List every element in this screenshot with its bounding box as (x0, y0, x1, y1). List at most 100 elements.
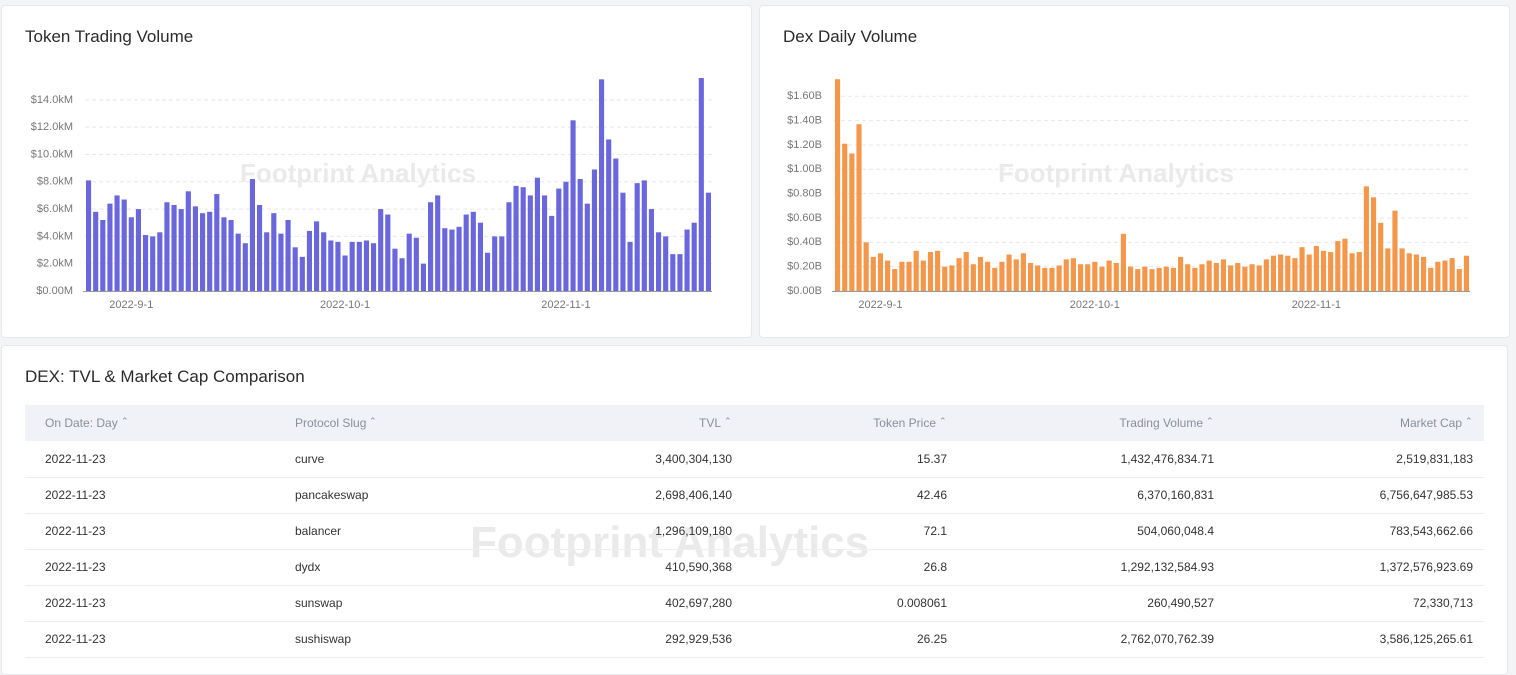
bar (249, 179, 256, 291)
bar (527, 195, 533, 291)
bar (677, 254, 683, 291)
table-cell: 504,060,048.4 (1137, 524, 1214, 538)
bar (1392, 210, 1398, 291)
bar (1320, 250, 1327, 291)
bar (1013, 259, 1019, 291)
bar (477, 222, 484, 291)
table-cell: 402,697,280 (665, 596, 732, 610)
y-tick-label: $14.0kM (31, 94, 73, 106)
bar (264, 232, 270, 291)
y-tick-label: $8.0kM (37, 176, 73, 188)
sort-icon[interactable]: ⌃ (121, 416, 129, 426)
bar (556, 188, 562, 291)
table-cell: 2022-11-23 (45, 596, 106, 610)
table-cell: 6,370,160,831 (1137, 488, 1214, 502)
sort-icon[interactable]: ⌃ (1465, 416, 1473, 426)
table-cell: 783,543,662.66 (1389, 524, 1473, 538)
y-tick-label: $12.0kM (31, 121, 73, 133)
y-tick-label: $0.20B (787, 261, 822, 273)
bar (641, 180, 647, 291)
bar (1056, 265, 1062, 291)
bar (370, 243, 377, 291)
bar (1099, 266, 1105, 291)
bar (885, 260, 891, 291)
y-tick-label: $1.00B (787, 163, 822, 175)
bar (349, 241, 355, 291)
bar (913, 250, 919, 291)
bar (627, 241, 633, 291)
bar (534, 177, 541, 291)
column-header[interactable]: TVL (698, 416, 721, 430)
bar (1292, 258, 1298, 291)
sort-icon[interactable]: ⌃ (724, 416, 732, 426)
bar (705, 192, 712, 291)
x-tick-label: 2022-11-1 (541, 299, 590, 311)
bar (1092, 261, 1098, 291)
bar (499, 236, 505, 291)
column-header[interactable]: Market Cap (1399, 416, 1462, 430)
sort-icon[interactable]: ⌃ (939, 416, 947, 426)
table-cell: 1,372,576,923.69 (1379, 560, 1473, 574)
table-header (25, 405, 1484, 441)
bar (292, 247, 298, 291)
bar (1378, 222, 1384, 291)
chart-title: Dex Daily Volume (783, 27, 918, 46)
bar (1278, 254, 1284, 291)
bar (1127, 266, 1134, 291)
bar (1027, 263, 1034, 291)
table-cell: curve (295, 452, 325, 466)
table-cell: sunswap (295, 596, 343, 610)
bar (670, 254, 676, 291)
table-cell: 260,490,527 (1147, 596, 1214, 610)
bar (663, 236, 669, 291)
bar (456, 226, 462, 291)
column-header[interactable]: Trading Volume (1119, 416, 1203, 430)
table-cell: 15.37 (916, 452, 947, 466)
bar (1035, 265, 1041, 291)
bar (449, 229, 455, 291)
bar (684, 229, 690, 291)
bar (406, 233, 412, 291)
bar (1135, 269, 1141, 291)
bar (1435, 261, 1441, 291)
bar (313, 221, 320, 291)
bar (1085, 264, 1091, 291)
table-cell: 2,762,070,762.39 (1120, 632, 1214, 646)
bar (399, 258, 405, 291)
bar (927, 252, 934, 291)
bar (1077, 264, 1084, 291)
x-tick-label: 2022-9-1 (858, 299, 902, 311)
bar (992, 267, 998, 291)
table-cell: 1,292,132,584.93 (1120, 560, 1214, 574)
bar (278, 233, 284, 291)
table-cell: 0.008061 (896, 596, 947, 610)
y-tick-label: $0.00B (787, 285, 822, 297)
bar (598, 79, 605, 291)
table-cell: 2022-11-23 (45, 524, 106, 538)
bar (963, 252, 969, 291)
bar (1306, 254, 1312, 291)
sort-icon[interactable]: ⌃ (1206, 416, 1214, 426)
table-cell: 1,296,109,180 (655, 524, 732, 538)
bar (178, 209, 184, 291)
bar (856, 124, 862, 291)
bar (1285, 255, 1291, 291)
bar (1063, 259, 1069, 291)
bar (1049, 267, 1055, 291)
column-header[interactable]: Token Price (873, 416, 936, 430)
sort-icon[interactable]: ⌃ (369, 416, 377, 426)
bar (1420, 256, 1427, 291)
bar (1406, 253, 1412, 291)
bar (1042, 267, 1048, 291)
y-tick-label: $2.0kM (37, 258, 73, 270)
bar (970, 264, 976, 291)
table-cell: 1,432,476,834.71 (1120, 452, 1214, 466)
column-header[interactable]: On Date: Day (45, 416, 118, 430)
table-cell: pancakeswap (295, 488, 369, 502)
bar (698, 78, 704, 291)
bar (1178, 256, 1184, 291)
bar (956, 258, 962, 291)
column-header[interactable]: Protocol Slug (295, 416, 367, 430)
table-cell: 2022-11-23 (45, 488, 106, 502)
table-cell: 2022-11-23 (45, 632, 106, 646)
